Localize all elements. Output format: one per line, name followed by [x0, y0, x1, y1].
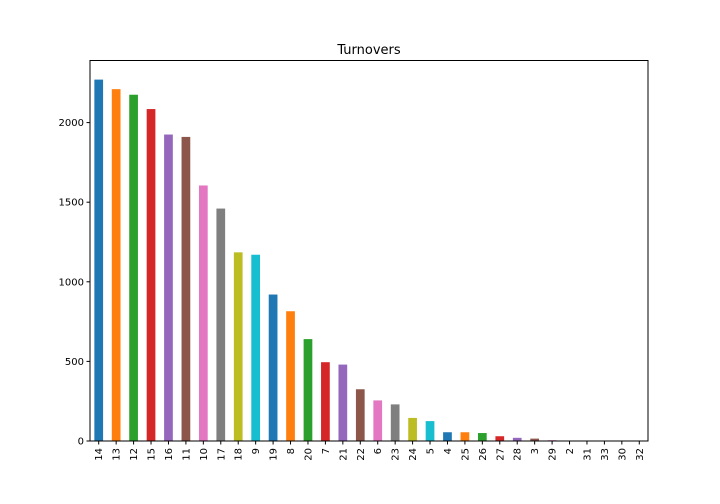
x-tick-label: 12: [129, 448, 140, 461]
y-tick-label: 1500: [59, 198, 84, 209]
x-tick-label: 33: [600, 448, 611, 461]
bar-28: [512, 437, 522, 441]
x-tick-label: 2: [565, 448, 576, 454]
chart-title: Turnovers: [336, 43, 401, 58]
x-tick-label: 8: [286, 448, 297, 454]
x-tick-label: 31: [582, 448, 593, 461]
bar-24: [408, 417, 417, 441]
bar-13: [111, 89, 121, 441]
x-tick-label: 26: [478, 448, 489, 461]
bar-16: [164, 134, 173, 441]
x-tick-label: 20: [303, 448, 314, 461]
y-tick-label: 1000: [59, 277, 84, 288]
bar-18: [233, 252, 243, 441]
y-tick-label: 500: [65, 357, 84, 368]
x-tick-label: 27: [495, 448, 506, 461]
bar-11: [181, 136, 191, 442]
x-tick-label: 28: [513, 448, 524, 461]
bar-25: [460, 432, 470, 441]
x-tick-label: 32: [635, 448, 646, 461]
x-axis: 14 13 12 15 16 11 10 17 18 9 19 8 20 7 21 22 6 23 24 5 4 25 26…: [94, 441, 646, 461]
x-tick-label: 21: [338, 448, 349, 461]
bar-26: [477, 433, 487, 441]
bar-19: [268, 294, 278, 441]
bar-23: [390, 404, 400, 441]
bar-4: [443, 432, 452, 441]
y-axis: 0 500 1000 1500 2000: [59, 118, 90, 448]
x-tick-label: 6: [373, 448, 384, 454]
x-tick-label: 7: [321, 448, 332, 454]
bar-27: [495, 436, 505, 441]
bars-group: [94, 79, 557, 442]
x-tick-label: 19: [269, 448, 280, 461]
bar-14: [94, 79, 104, 441]
x-tick-label: 14: [94, 448, 105, 461]
bar-9: [251, 254, 261, 441]
x-tick-label: 4: [443, 448, 454, 454]
bar-15: [146, 109, 156, 442]
x-tick-label: 5: [426, 448, 437, 454]
bar-5: [425, 421, 435, 441]
plot-frame: [89, 60, 649, 442]
bar-22: [355, 389, 365, 441]
bar-17: [216, 208, 226, 441]
bar-6: [373, 400, 383, 441]
x-tick-label: 30: [617, 448, 628, 461]
x-tick-label: 17: [216, 448, 227, 461]
y-tick-label: 0: [78, 437, 84, 448]
x-tick-label: 9: [251, 448, 262, 454]
bar-20: [303, 339, 313, 441]
bar-12: [129, 94, 138, 442]
x-tick-label: 24: [408, 448, 419, 461]
bar-7: [321, 362, 330, 441]
x-tick-label: 10: [199, 448, 210, 461]
x-tick-label: 11: [181, 448, 192, 461]
x-tick-label: 25: [460, 448, 471, 461]
bar-8: [286, 311, 295, 441]
x-tick-label: 23: [391, 448, 402, 461]
x-tick-label: 16: [164, 448, 175, 461]
bar-21: [338, 364, 348, 441]
x-tick-label: 22: [356, 448, 367, 461]
x-tick-label: 3: [530, 448, 541, 454]
bar-3: [530, 438, 540, 441]
x-tick-label: 13: [112, 448, 123, 461]
x-tick-label: 29: [548, 448, 559, 461]
x-tick-label: 15: [147, 448, 158, 461]
x-tick-label: 18: [234, 448, 245, 461]
bar-10: [198, 185, 208, 441]
y-tick-label: 2000: [59, 118, 84, 129]
